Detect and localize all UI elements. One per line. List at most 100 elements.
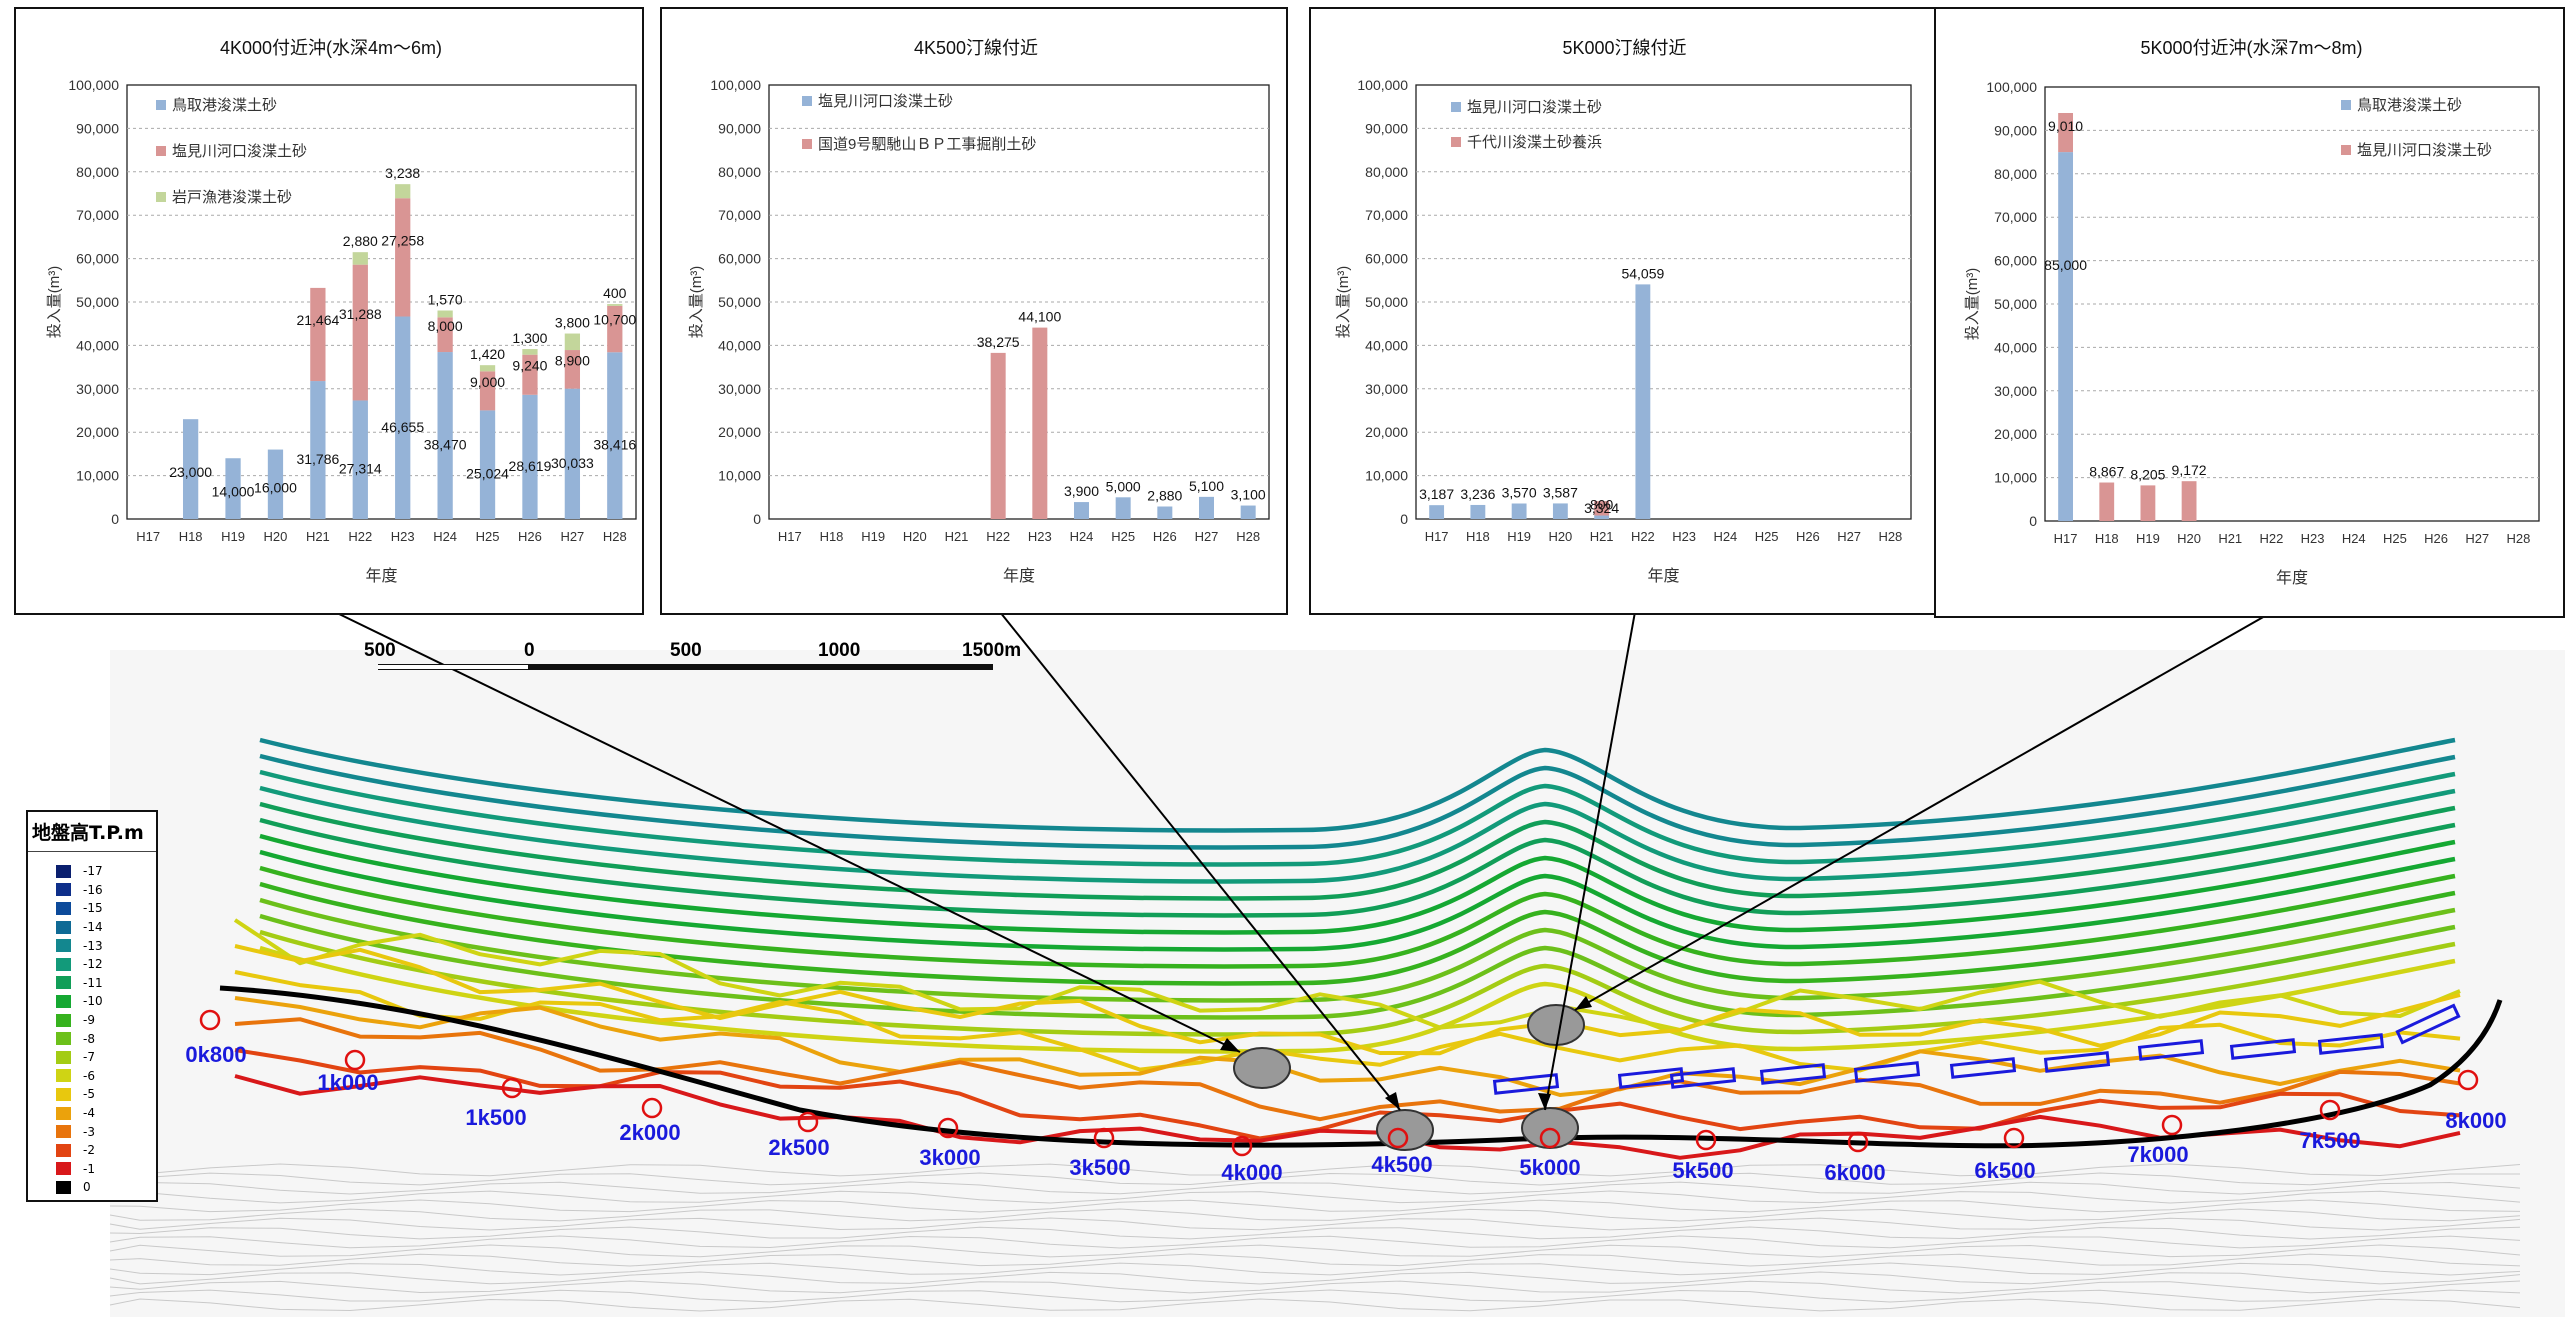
scale-bar-line <box>378 664 993 670</box>
depth-contour <box>259 769 2456 867</box>
topo-line <box>109 1181 2521 1195</box>
bar-H24-series-0 <box>1074 502 1089 519</box>
legend-value: -3 <box>83 1124 95 1139</box>
data-label-H19-series-1: 8,205 <box>2130 466 2165 482</box>
bar-H25-series-1 <box>479 371 496 411</box>
legend-row: -12 <box>28 955 156 974</box>
bar-H22-series-0 <box>352 400 368 519</box>
station-label-1k000: 1k000 <box>317 1070 378 1095</box>
legend-row: -17 <box>28 862 156 881</box>
station-marker <box>937 1117 959 1139</box>
legend-entry: 岩戸漁港浚渫土砂 <box>172 189 292 206</box>
bar-H25-series-0 <box>479 410 496 519</box>
y-tick-label: 30,000 <box>1365 381 1408 397</box>
x-tick-label: H19 <box>2136 531 2160 546</box>
y-tick-label: 10,000 <box>76 468 119 484</box>
y-axis-label: 投入量(m³) <box>688 266 705 338</box>
legend-value: -8 <box>83 1031 95 1046</box>
y-tick-label: 20,000 <box>1994 426 2037 442</box>
chart-5k000-offshore: 5K000付近沖(水深7m〜8m) 0 10,000 20,000 30,000 40,0… <box>1964 38 2540 587</box>
topo-line <box>109 1190 2521 1204</box>
y-tick-label: 40,000 <box>1994 339 2037 355</box>
y-tick-label: 80,000 <box>1365 164 1408 180</box>
bar-H26-series-2 <box>522 349 538 355</box>
y-tick-label: 30,000 <box>718 381 761 397</box>
y-tick-label: 0 <box>2029 513 2037 529</box>
bar-H21-series-1 <box>1594 501 1610 516</box>
station-label-7k000: 7k000 <box>2127 1142 2188 1167</box>
bar-H26-series-0 <box>522 394 538 519</box>
station-label-2k000: 2k000 <box>619 1120 680 1145</box>
station-marker <box>641 1097 663 1119</box>
station-marker <box>1387 1127 1409 1149</box>
bar-H23-series-1 <box>395 198 411 317</box>
station-label-5k000: 5k000 <box>1519 1155 1580 1180</box>
placement-area-5k000-offshore <box>1527 1004 1585 1046</box>
x-tick-label: H23 <box>2301 531 2325 546</box>
x-tick-label: H27 <box>560 529 584 544</box>
legend-value: 0 <box>83 1180 91 1195</box>
placement-area-4k000-offshore <box>1233 1047 1291 1089</box>
x-tick-label: H28 <box>1236 529 1260 544</box>
legend-swatch <box>156 146 166 156</box>
topo-line <box>109 1208 2521 1222</box>
data-label-H22-series-2: 2,880 <box>343 233 378 249</box>
legend-rows: -17 -16 -15 -14 -13 -12 -11 -10 -9 -8 -7 -6 -5 -4 -3 -2… <box>28 852 156 1197</box>
legend-color-swatch <box>56 1087 71 1101</box>
x-tick-label: H24 <box>1070 529 1094 544</box>
legend-value: -12 <box>83 957 103 972</box>
leader-line-4k000 <box>334 611 1241 1053</box>
station-label-1k500: 1k500 <box>465 1105 526 1130</box>
depth-contour <box>259 929 2456 1037</box>
depth-contour <box>259 785 2456 884</box>
legend-color-swatch <box>56 1013 71 1027</box>
legend-value: -4 <box>83 1106 95 1121</box>
bar-H18-series-1 <box>2099 482 2115 521</box>
x-tick-label: H27 <box>2465 531 2489 546</box>
bar-H18-series-0 <box>182 419 199 519</box>
legend-value: -2 <box>83 1143 95 1158</box>
legend-swatch <box>802 139 812 149</box>
y-tick-label: 60,000 <box>718 251 761 267</box>
station-label-6k500: 6k500 <box>1974 1158 2035 1183</box>
data-label-H25-series-0: 5,000 <box>1106 478 1141 494</box>
breakwater <box>1669 1067 1737 1089</box>
y-tick-label: 10,000 <box>1365 468 1408 484</box>
topo-line <box>109 1217 2521 1231</box>
legend-color-swatch <box>56 1106 71 1120</box>
legend-value: -6 <box>83 1068 95 1083</box>
y-tick-label: 20,000 <box>76 424 119 440</box>
data-label-H17-series-0: 85,000 <box>2044 257 2087 273</box>
leader-line-4k500 <box>999 611 1401 1111</box>
leader-line-5k000-offshore <box>1574 615 2266 1011</box>
scale-bar-fill <box>378 665 528 669</box>
bar-H22-series-1 <box>352 264 368 401</box>
y-tick-label: 10,000 <box>718 468 761 484</box>
legend-color-swatch <box>56 957 71 971</box>
x-tick-label: H20 <box>264 529 288 544</box>
x-tick-label: H20 <box>2177 531 2201 546</box>
station-marker <box>344 1049 366 1071</box>
y-tick-label: 100,000 <box>710 77 761 93</box>
data-label-H21-series-0: 31,786 <box>296 451 339 467</box>
bar-H19-series-0 <box>1511 503 1527 519</box>
bar-H22-series-1 <box>990 352 1006 519</box>
topo-line <box>109 1271 2521 1285</box>
legend-swatch <box>156 100 166 110</box>
y-tick-label: 10,000 <box>1994 470 2037 486</box>
x-tick-label: H19 <box>861 529 885 544</box>
y-tick-label: 100,000 <box>1986 79 2037 95</box>
bar-H17-series-0 <box>2058 152 2073 521</box>
chart-title: 4K500汀線付近 <box>914 38 1038 58</box>
x-tick-label: H19 <box>221 529 245 544</box>
bar-H27-series-0 <box>564 388 581 519</box>
bar-H24-series-2 <box>437 310 453 318</box>
depth-contour <box>259 881 2456 986</box>
y-tick-label: 100,000 <box>1357 77 1408 93</box>
topo-line <box>109 1235 2521 1249</box>
bar-H23-series-1 <box>1032 327 1048 519</box>
bar-H28-series-0 <box>1240 505 1256 519</box>
data-label-H25-series-2: 1,420 <box>470 346 505 362</box>
depth-contours <box>233 737 2461 1160</box>
x-tick-label: H25 <box>1111 529 1135 544</box>
